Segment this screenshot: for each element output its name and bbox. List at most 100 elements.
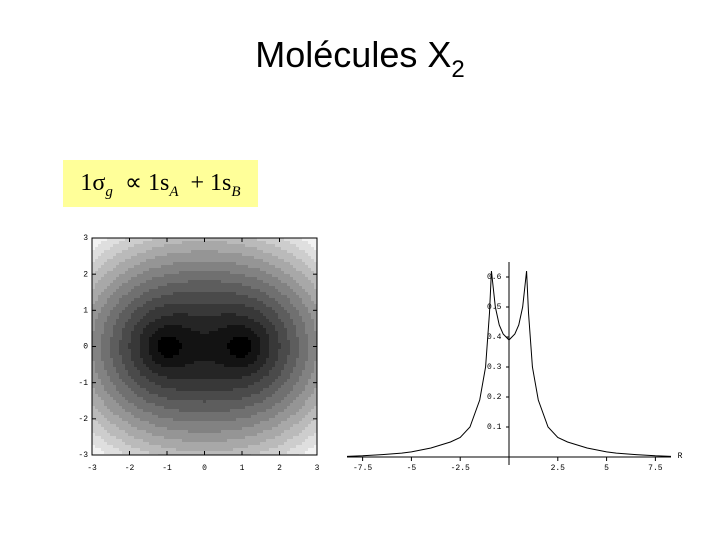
density-cell [311,334,314,337]
density-cell [185,265,188,268]
density-cell [107,370,110,373]
density-cell [98,259,101,262]
density-cell [281,310,284,313]
density-cell [230,343,233,346]
density-cell [188,292,191,295]
density-cell [269,325,272,328]
density-cell [179,289,182,292]
density-cell [275,271,278,274]
density-cell [149,250,152,253]
density-cell [101,280,104,283]
density-cell [119,256,122,259]
density-cell [179,355,182,358]
density-cell [209,316,212,319]
density-cell [98,388,101,391]
density-cell [206,349,209,352]
density-cell [308,361,311,364]
density-cell [290,361,293,364]
density-cell [92,313,95,316]
density-cell [221,370,224,373]
density-cell [131,355,134,358]
density-cell [200,295,203,298]
density-cell [110,319,113,322]
density-cell [236,367,239,370]
density-cell [311,349,314,352]
density-cell [176,409,179,412]
density-cell [119,301,122,304]
density-cell [233,421,236,424]
density-cell [155,238,158,241]
density-cell [218,391,221,394]
density-cell [293,376,296,379]
density-cell [173,325,176,328]
density-cell [230,373,233,376]
density-cell [272,292,275,295]
density-cell [197,427,200,430]
density-cell [227,358,230,361]
density-cell [224,259,227,262]
density-cell [284,340,287,343]
density-cell [158,433,161,436]
density-cell [218,274,221,277]
density-cell [140,436,143,439]
density-cell [194,238,197,241]
density-cell [125,313,128,316]
density-cell [167,244,170,247]
density-cell [236,262,239,265]
density-cell [173,283,176,286]
density-cell [299,307,302,310]
density-cell [185,385,188,388]
density-cell [314,430,317,433]
density-cell [281,334,284,337]
density-cell [125,295,128,298]
density-cell [98,271,101,274]
density-cell [104,259,107,262]
density-cell [236,403,239,406]
density-cell [143,331,146,334]
density-cell [179,361,182,364]
density-cell [296,238,299,241]
density-cell [182,379,185,382]
density-cell [236,343,239,346]
density-cell [239,376,242,379]
density-cell [104,298,107,301]
density-cell [131,418,134,421]
density-cell [152,346,155,349]
density-cell [104,406,107,409]
density-cell [143,352,146,355]
density-cell [98,343,101,346]
density-cell [239,268,242,271]
density-cell [230,259,233,262]
density-cell [263,244,266,247]
density-cell [302,283,305,286]
density-cell [221,343,224,346]
density-cell [257,355,260,358]
density-cell [257,295,260,298]
density-cell [176,352,179,355]
density-cell [215,310,218,313]
density-cell [164,385,167,388]
density-cell [311,343,314,346]
density-cell [92,238,95,241]
density-cell [212,337,215,340]
density-cell [275,388,278,391]
density-cell [131,283,134,286]
density-cell [305,400,308,403]
density-cell [167,292,170,295]
density-cell [260,412,263,415]
density-cell [188,301,191,304]
density-cell [149,373,152,376]
density-cell [155,370,158,373]
density-cell [104,382,107,385]
density-cell [308,403,311,406]
density-cell [257,310,260,313]
density-cell [233,418,236,421]
density-cell [137,298,140,301]
density-cell [206,310,209,313]
density-cell [227,325,230,328]
density-cell [311,265,314,268]
density-cell [218,412,221,415]
density-cell [263,340,266,343]
density-cell [224,316,227,319]
density-cell [95,319,98,322]
